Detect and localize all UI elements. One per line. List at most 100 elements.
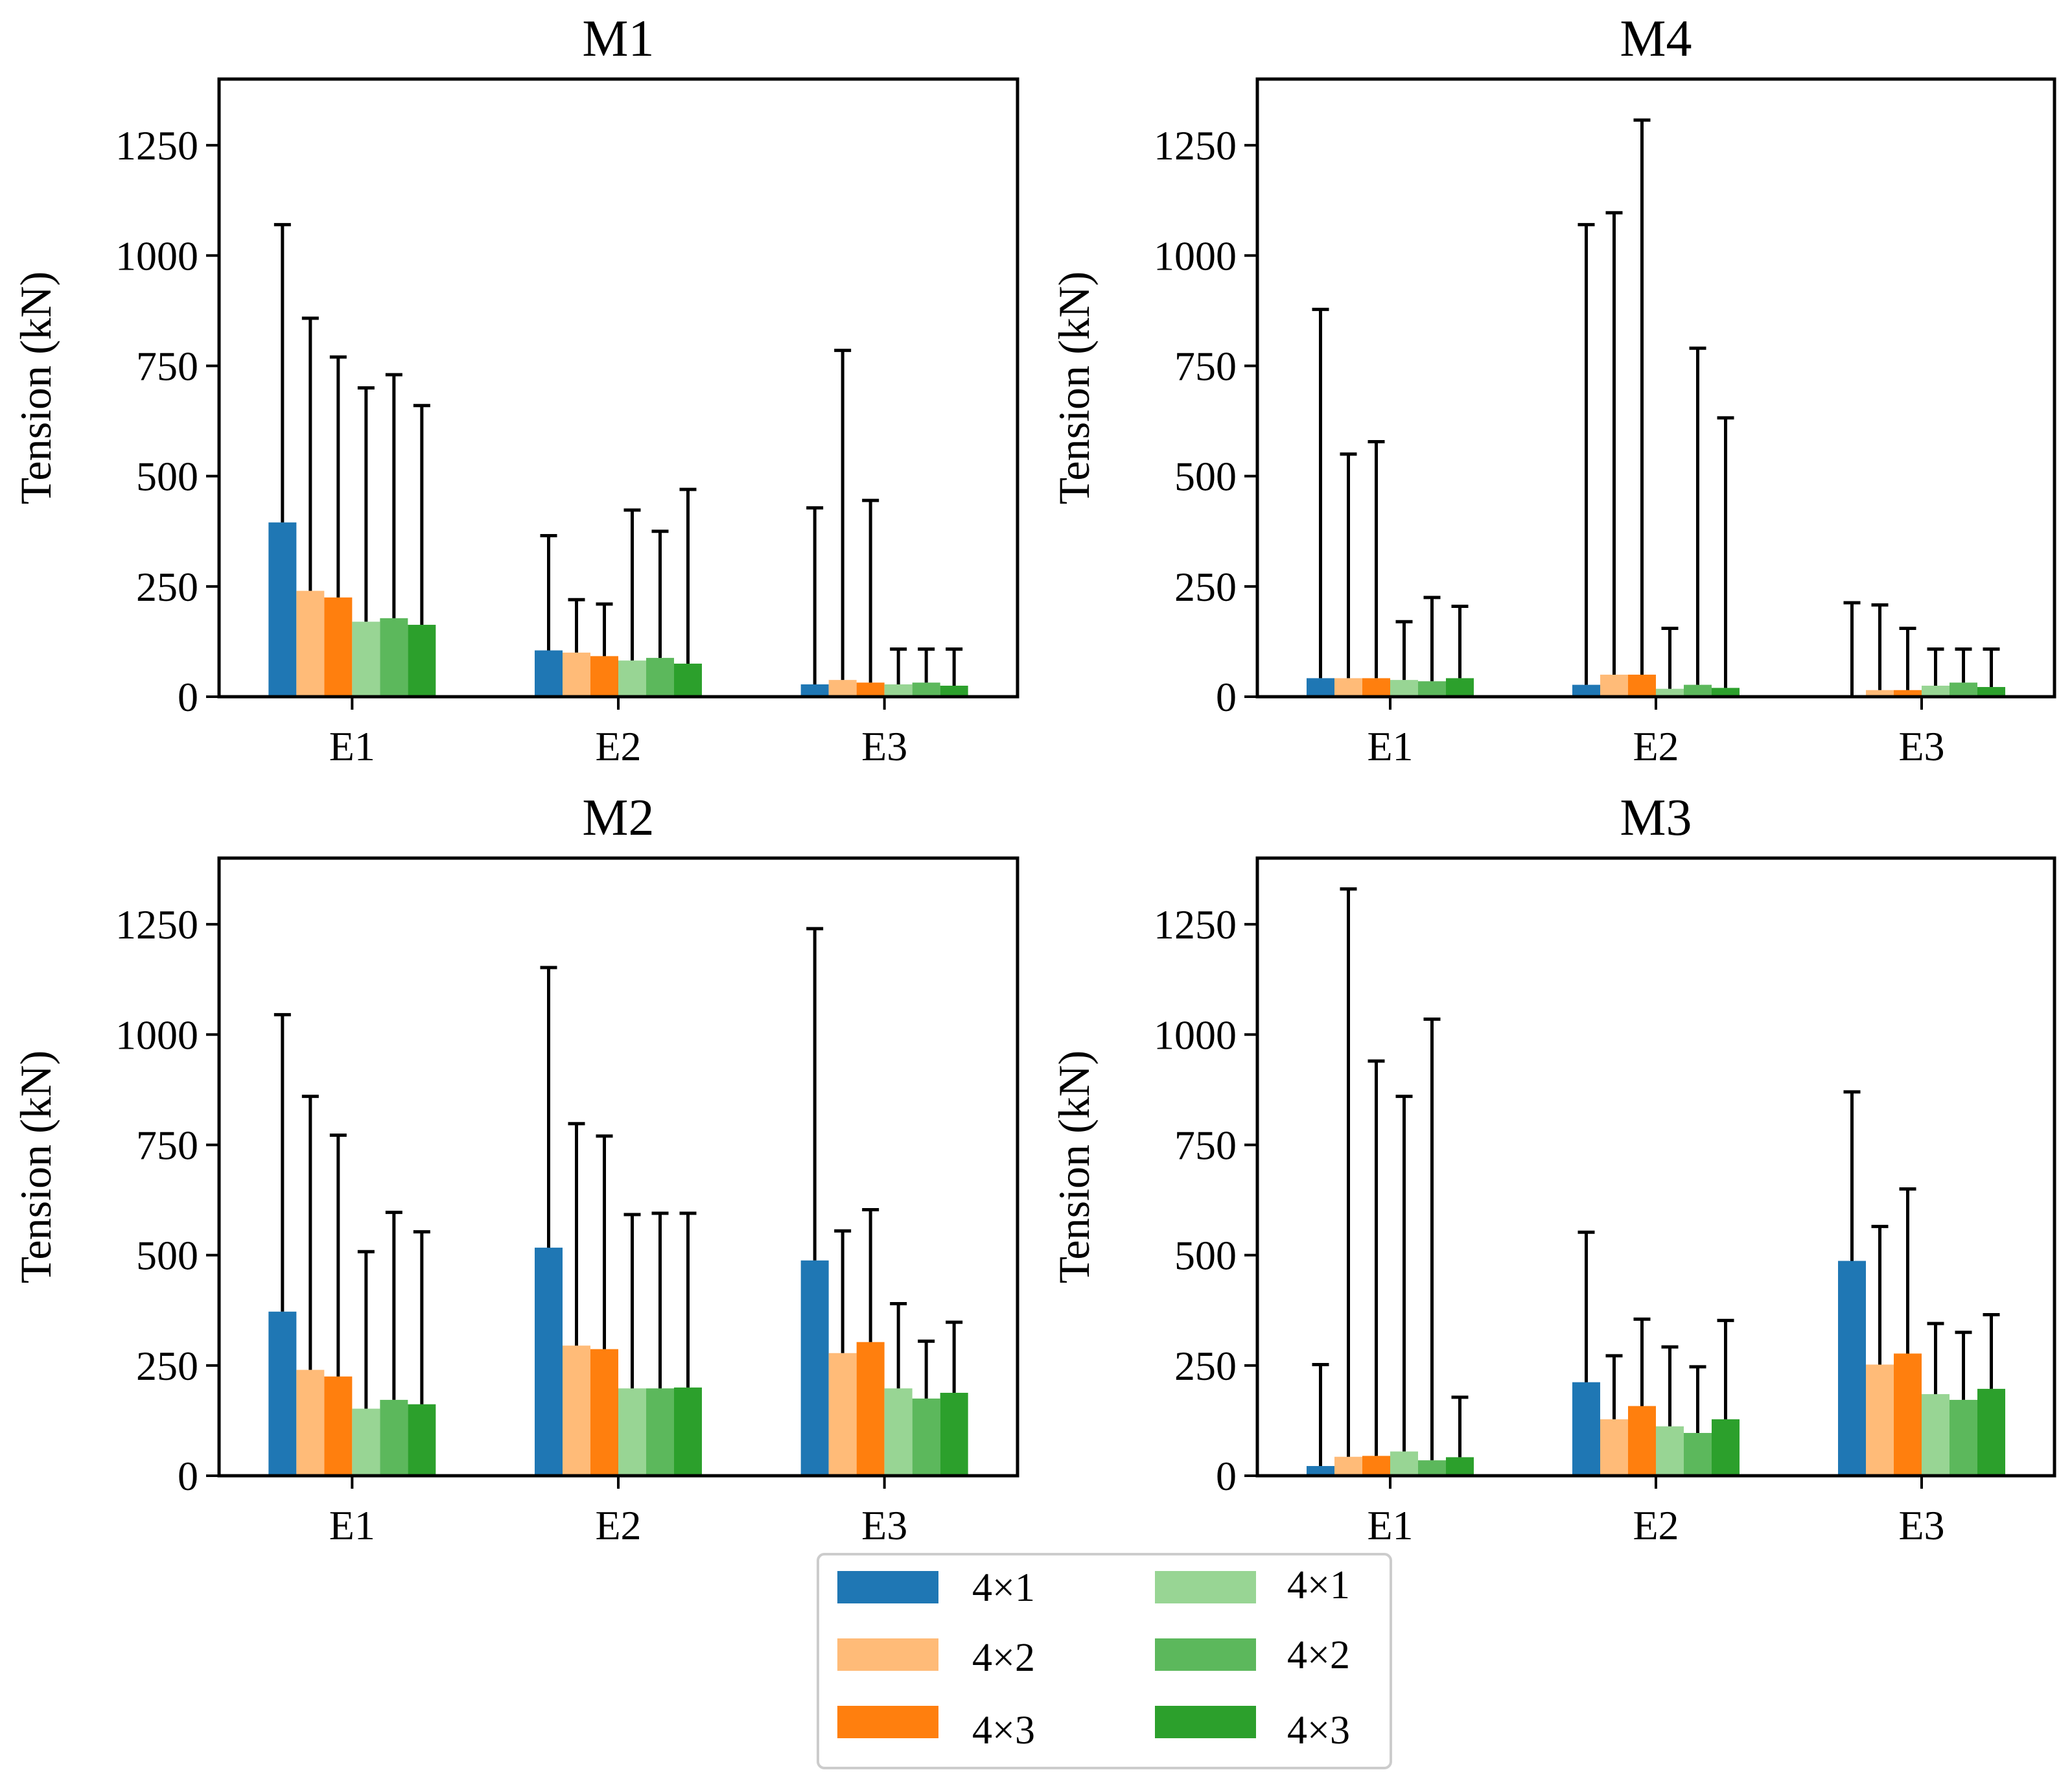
bar — [1977, 1388, 2005, 1476]
bar — [324, 1376, 353, 1476]
legend-swatch-2 — [837, 1706, 938, 1738]
y-tick-label: 750 — [136, 343, 198, 389]
y-tick-label: 500 — [1174, 454, 1237, 500]
x-tick-label: E2 — [595, 723, 641, 769]
bar — [856, 682, 885, 697]
bar — [1684, 1432, 1712, 1476]
bar — [296, 590, 325, 697]
y-tick-label: 1250 — [115, 122, 198, 169]
bar — [535, 650, 563, 697]
bar — [1894, 1353, 1922, 1476]
bar — [1572, 1382, 1600, 1476]
bar — [535, 1248, 563, 1476]
x-tick-label: E2 — [1633, 723, 1679, 769]
bar — [618, 660, 646, 697]
chart-title: M4 — [1620, 10, 1692, 67]
bar — [1628, 674, 1656, 697]
bar — [1362, 1456, 1390, 1476]
bar — [268, 522, 297, 697]
bar — [912, 682, 940, 697]
y-tick-label: 1250 — [115, 902, 198, 948]
bar — [1572, 684, 1600, 697]
legend-swatch-0 — [837, 1571, 938, 1603]
x-tick-label: E1 — [1367, 1502, 1413, 1548]
bar — [912, 1398, 940, 1476]
bar — [1656, 688, 1684, 697]
chart-M3: M3 Tension (kN) 0 250 500 750 1000 1250 E1 E2 E3 — [1049, 789, 2056, 1548]
x-tick-label: E2 — [595, 1502, 641, 1548]
bar — [1977, 687, 2005, 697]
bar — [408, 1404, 436, 1476]
chart-M2: M2 Tension (kN) 0 250 500 750 1000 1250 E1 E2 E3 — [11, 789, 1019, 1548]
bar — [296, 1369, 325, 1476]
bar — [940, 685, 968, 697]
y-tick-label: 1250 — [1154, 902, 1237, 948]
bar — [618, 1388, 646, 1476]
legend-swatch-5 — [1155, 1706, 1256, 1738]
chart-title: M2 — [582, 789, 654, 846]
y-tick-label: 1000 — [115, 1012, 198, 1058]
plot-frame — [217, 856, 1019, 1478]
bar — [1950, 682, 1977, 697]
bar — [856, 1342, 885, 1476]
bar — [800, 684, 829, 697]
y-tick-label: 0 — [1216, 674, 1237, 720]
bar — [674, 663, 702, 697]
y-tick-label: 750 — [136, 1122, 198, 1168]
legend-label-3: 4×1 — [1287, 1563, 1350, 1607]
bar — [380, 1399, 408, 1476]
bar — [646, 1388, 674, 1476]
bar — [380, 618, 408, 697]
chart-M4: M4 Tension (kN) 0 250 500 750 1000 1250 E1 E2 E3 — [1049, 10, 2056, 769]
legend-label-0: 4×1 — [972, 1566, 1035, 1610]
bar — [1390, 680, 1418, 697]
x-tick-label: E2 — [1633, 1502, 1679, 1548]
bar — [1446, 678, 1474, 697]
plot-frame — [1255, 77, 2056, 699]
bar — [1922, 685, 1950, 697]
y-axis-label: Tension (kN) — [11, 272, 60, 505]
bar — [590, 656, 618, 697]
bar — [674, 1387, 702, 1476]
bar — [352, 1408, 380, 1476]
y-tick-label: 250 — [136, 1343, 198, 1389]
plot-frame — [217, 77, 1019, 699]
bar — [1600, 1419, 1628, 1476]
bar — [884, 684, 913, 697]
legend-label-4: 4×2 — [1287, 1633, 1350, 1677]
bar — [1362, 678, 1390, 697]
y-tick-label: 500 — [136, 1233, 198, 1279]
x-tick-label: E1 — [329, 723, 375, 769]
chart-M1: M1 Tension (kN) 0 250 500 750 1000 1250 E1 E2 E3 — [11, 10, 1019, 769]
bar — [1894, 690, 1922, 697]
y-axis-label: Tension (kN) — [11, 1051, 60, 1284]
x-tick-label: E3 — [1898, 1502, 1944, 1548]
bar — [1418, 681, 1446, 697]
y-tick-label: 0 — [1216, 1453, 1237, 1499]
chart-title: M1 — [582, 10, 654, 67]
bar — [324, 597, 353, 697]
bar — [1922, 1394, 1950, 1476]
bar — [1307, 678, 1334, 697]
bar — [1866, 690, 1894, 697]
bar — [1866, 1364, 1894, 1476]
bar — [884, 1388, 913, 1476]
y-tick-label: 0 — [178, 1453, 198, 1499]
y-tick-label: 1000 — [1154, 1012, 1237, 1058]
bar — [590, 1349, 618, 1476]
bar — [1656, 1426, 1684, 1476]
y-tick-label: 1250 — [1154, 122, 1237, 169]
plot-frame — [1255, 856, 2056, 1478]
bar — [1334, 1456, 1362, 1476]
chart-title: M3 — [1620, 789, 1692, 846]
bar — [352, 622, 380, 697]
y-tick-label: 250 — [136, 564, 198, 610]
bar — [1950, 1399, 1977, 1476]
x-tick-label: E1 — [1367, 723, 1413, 769]
bar — [1390, 1451, 1418, 1476]
y-tick-label: 250 — [1174, 564, 1237, 610]
x-tick-label: E1 — [329, 1502, 375, 1548]
legend-swatch-1 — [837, 1638, 938, 1671]
bar — [828, 1353, 857, 1476]
